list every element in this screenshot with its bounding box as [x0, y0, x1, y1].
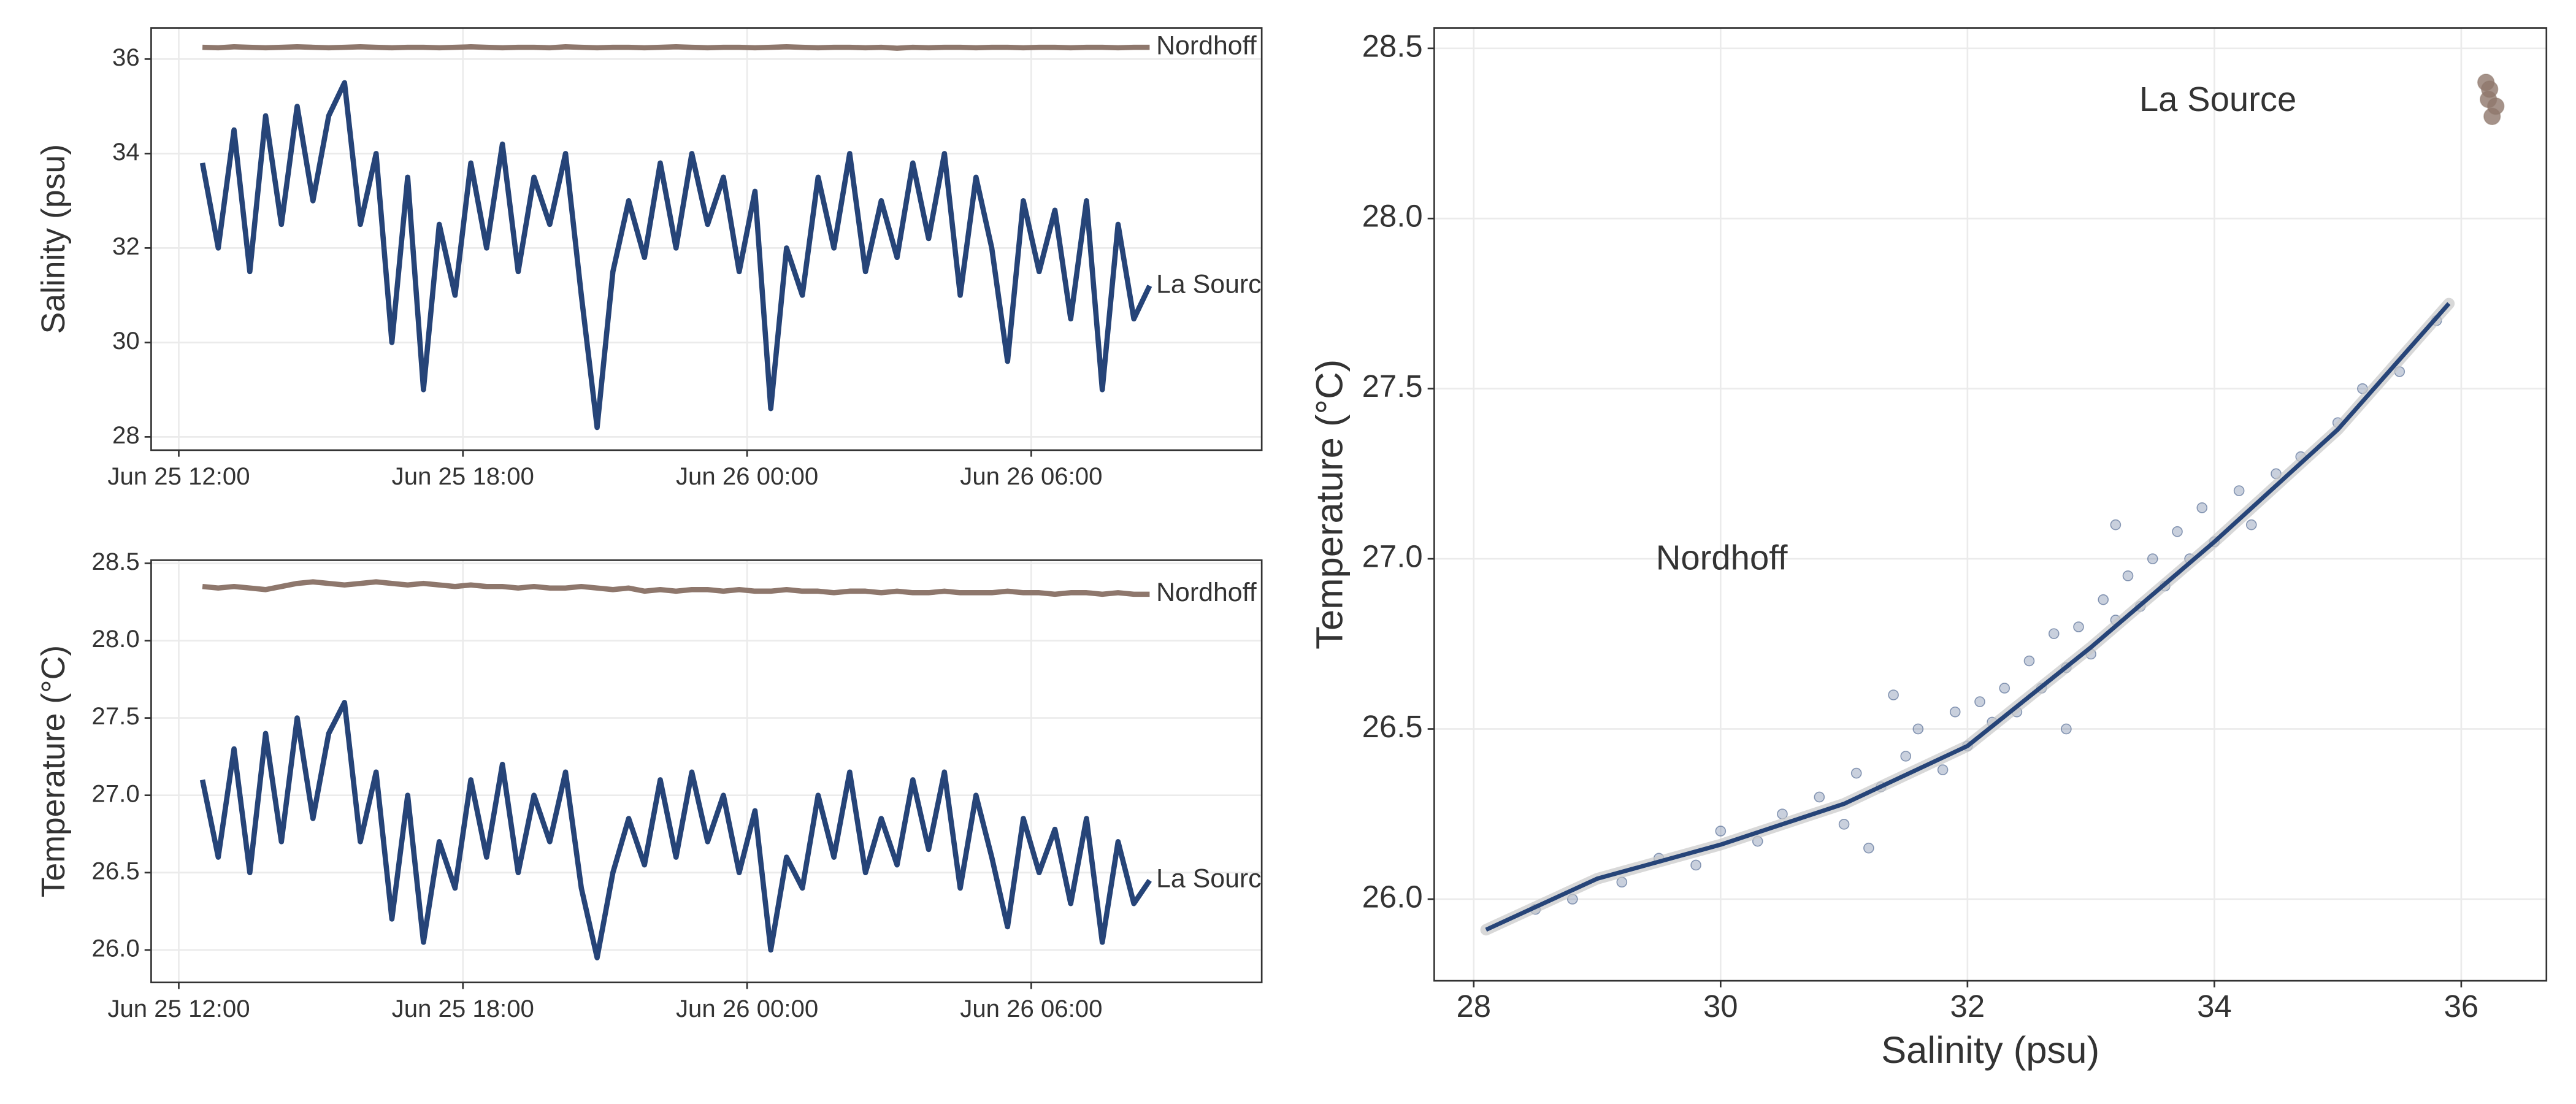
scatter-point: [1838, 819, 1850, 830]
scatter-point: [2061, 723, 2072, 735]
x-tick-label: 30: [1703, 989, 1738, 1024]
x-axis-label: Salinity (psu): [1881, 1029, 2099, 1071]
series-label: Nordhoff: [1156, 31, 1257, 60]
series-annotation: La Source: [2139, 80, 2296, 118]
y-tick-label: 28.0: [1362, 199, 1423, 234]
plot-background: [151, 560, 1262, 983]
scatter-point: [2196, 502, 2208, 513]
y-tick-label: 26.0: [1362, 879, 1423, 914]
scatter-point: [2048, 628, 2060, 640]
series-label: La Source: [1156, 269, 1276, 299]
x-tick-label: Jun 26 00:00: [676, 462, 818, 490]
scatter-point: [1974, 696, 1985, 707]
plot-border: [1433, 27, 2548, 982]
y-tick-label: 26.0: [92, 934, 140, 962]
plot-border: [150, 559, 1263, 984]
scatter-point: [2023, 655, 2035, 667]
scatter-point: [1900, 751, 1912, 762]
y-axis-label: Salinity (psu): [36, 144, 72, 334]
x-tick-label: Jun 25 18:00: [392, 462, 534, 490]
scatter-point: [2481, 80, 2499, 98]
y-tick-label: 26.5: [92, 857, 140, 884]
series-label: Nordhoff: [1156, 578, 1257, 607]
y-tick-label: 28.5: [92, 548, 140, 575]
scatter-point: [2233, 485, 2245, 496]
scatter-point: [2245, 519, 2257, 531]
x-tick-label: Jun 26 06:00: [960, 462, 1102, 490]
x-tick-label: 28: [1457, 989, 1492, 1024]
fit-line: [1485, 302, 2451, 932]
y-tick-label: 32: [112, 232, 140, 260]
y-axis-label: Temperature (°C): [1309, 359, 1351, 650]
y-tick-label: 26.5: [1362, 709, 1423, 744]
plot-border: [150, 27, 1263, 451]
scatter-point: [2147, 553, 2158, 564]
scatter-point: [1863, 842, 1874, 854]
x-tick-label: Jun 25 12:00: [107, 995, 250, 1022]
plot-area: Nordhoff La Source: [199, 31, 1276, 431]
scatter-point: [1912, 723, 1924, 735]
x-tick-label: Jun 25 18:00: [392, 995, 534, 1022]
plot-background: [151, 28, 1262, 450]
scatter-point: [1814, 791, 1825, 803]
plot-area: La Source Nordhoff: [1480, 74, 2505, 936]
scatter-point: [2487, 97, 2505, 115]
y-tick-label: 27.0: [1362, 539, 1423, 574]
y-tick-label: 28.0: [92, 625, 140, 653]
plot-area: Nordhoff La Source: [199, 578, 1276, 960]
series-line: [202, 579, 1150, 597]
scatter-point: [1850, 767, 1862, 779]
scatter-point: [1999, 683, 2011, 694]
plot-background: [1434, 28, 2547, 981]
x-tick-label: Jun 25 12:00: [107, 462, 250, 490]
scatter-point: [2110, 519, 2122, 531]
x-tick-label: Jun 26 06:00: [960, 995, 1102, 1022]
scatter-point: [2073, 621, 2084, 632]
y-tick-label: 27.0: [92, 780, 140, 807]
series-annotation: Nordhoff: [1656, 538, 1788, 577]
scatter-point: [2098, 594, 2109, 605]
scatter-point: [2122, 570, 2134, 581]
y-tick-label: 28: [112, 421, 140, 449]
y-tick-label: 34: [112, 138, 140, 166]
scatter-point: [1888, 689, 1899, 700]
scatter-point: [1715, 826, 1727, 837]
y-tick-label: 27.5: [92, 702, 140, 730]
y-axis-label: Temperature (°C): [36, 645, 72, 897]
x-tick-label: 34: [2197, 989, 2232, 1024]
y-tick-label: 28.5: [1362, 28, 1423, 63]
series-line: [202, 44, 1150, 51]
scatter-point: [1690, 859, 1701, 871]
scatter-point: [2172, 526, 2183, 537]
scatter-point: [1949, 706, 1961, 718]
scatter-point: [1937, 764, 1949, 775]
series-line: [199, 700, 1152, 960]
x-tick-label: 32: [1950, 989, 1985, 1024]
y-tick-label: 27.5: [1362, 369, 1423, 404]
y-tick-label: 36: [112, 44, 140, 71]
series-label: La Source: [1156, 864, 1276, 894]
y-tick-label: 30: [112, 327, 140, 355]
x-tick-label: 36: [2444, 989, 2479, 1024]
series-line: [199, 80, 1152, 431]
x-tick-label: Jun 26 00:00: [676, 995, 818, 1022]
